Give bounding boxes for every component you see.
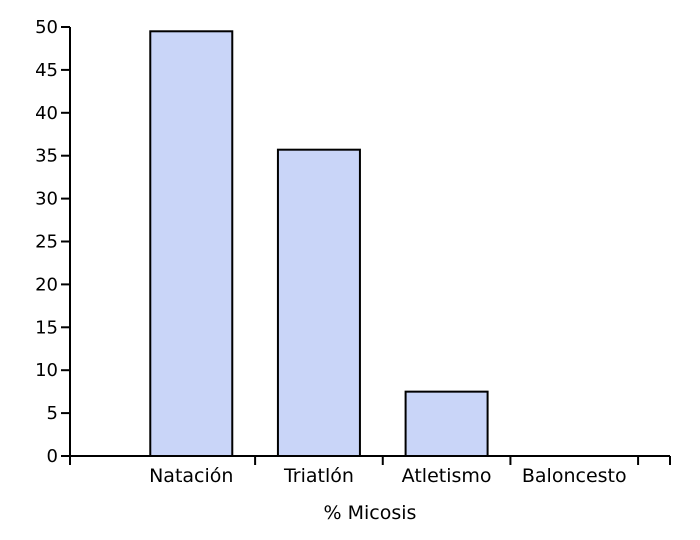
- y-axis: 0 5 10 15 20 25 30 35 40 45 50: [35, 17, 71, 467]
- y-tick-label: 30: [35, 189, 58, 210]
- bar-triatlón: [276, 148, 361, 457]
- bar-atletismo: [404, 390, 489, 457]
- bars: [149, 30, 489, 457]
- x-tick-label: Triatlón: [283, 465, 354, 487]
- y-tick-label: 0: [47, 446, 58, 467]
- y-tick-label: 50: [35, 17, 58, 38]
- y-tick-label: 15: [35, 317, 58, 338]
- y-tick-label: 45: [35, 60, 58, 81]
- y-tick-label: 5: [47, 403, 58, 424]
- y-tick-label: 10: [35, 360, 58, 381]
- y-tick-label: 40: [35, 103, 58, 124]
- y-tick-label: 20: [35, 274, 58, 295]
- y-tick-label: 25: [35, 232, 58, 253]
- y-tick-label: 35: [35, 146, 58, 167]
- x-axis: Natación Triatlón Atletismo Baloncesto: [69, 455, 671, 487]
- bar-natación: [149, 30, 234, 457]
- x-tick-label: Baloncesto: [522, 465, 627, 487]
- x-axis-label: % Micosis: [324, 502, 417, 524]
- x-tick-label: Atletismo: [402, 465, 492, 487]
- x-tick-label: Natación: [149, 465, 233, 487]
